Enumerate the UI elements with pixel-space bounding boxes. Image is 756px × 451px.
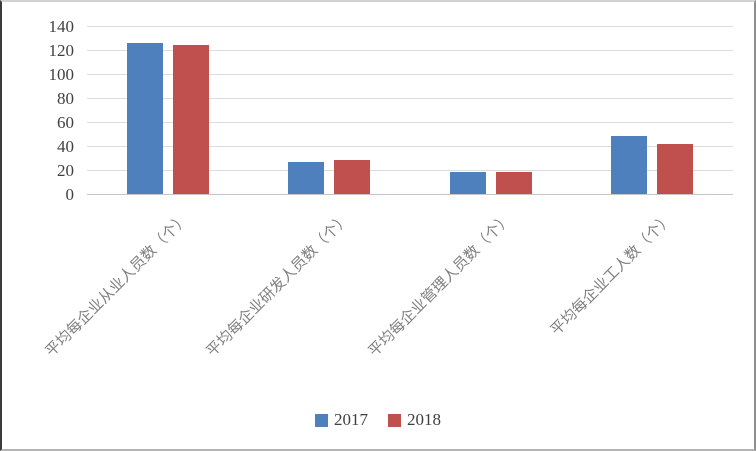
y-axis-tick-label: 140 — [48, 17, 75, 36]
bar-2018-category-2 — [495, 172, 532, 194]
bar-2017-category-1 — [288, 161, 325, 194]
chart-legend: 2017 2018 — [2, 410, 754, 430]
legend-swatch-2018-icon — [388, 413, 401, 427]
bar-2018-category-1 — [334, 160, 371, 194]
x-axis-category-label: 平均每企业工人数（个） — [548, 210, 677, 339]
gridline — [87, 146, 733, 147]
y-axis-tick-label: 80 — [57, 89, 74, 108]
legend-label-2018: 2018 — [407, 410, 441, 429]
bar-2017-category-2 — [449, 172, 486, 194]
legend-item-2018: 2018 — [388, 410, 441, 430]
y-axis-tick-label: 20 — [57, 161, 74, 180]
legend-swatch-2017-icon — [315, 413, 328, 427]
bar-2017-category-3 — [611, 136, 648, 194]
bar-2018-category-0 — [172, 45, 209, 194]
gridline — [87, 98, 733, 99]
y-axis-tick-label: 40 — [57, 137, 74, 156]
bar-2018-category-3 — [657, 143, 694, 194]
x-axis-category-label: 平均每企业研发人员数（个） — [204, 210, 354, 361]
y-axis-tick-label: 120 — [48, 41, 75, 60]
x-axis-line — [87, 194, 733, 195]
y-axis-tick-label: 100 — [48, 65, 75, 84]
x-axis-category-label: 平均每企业管理人员数（个） — [365, 210, 515, 361]
x-axis-category-label: 平均每企业从业人员数（个） — [42, 210, 192, 361]
legend-item-2017: 2017 — [315, 410, 368, 430]
gridline — [87, 26, 733, 27]
gridline — [87, 170, 733, 171]
gridline — [87, 74, 733, 75]
legend-label-2017: 2017 — [334, 410, 368, 429]
y-axis-tick-label: 0 — [65, 185, 75, 204]
y-axis-tick-label: 60 — [57, 113, 74, 132]
gridline — [87, 122, 733, 123]
bar-2017-category-0 — [126, 42, 163, 194]
gridline — [87, 50, 733, 51]
plot-area — [87, 26, 733, 195]
